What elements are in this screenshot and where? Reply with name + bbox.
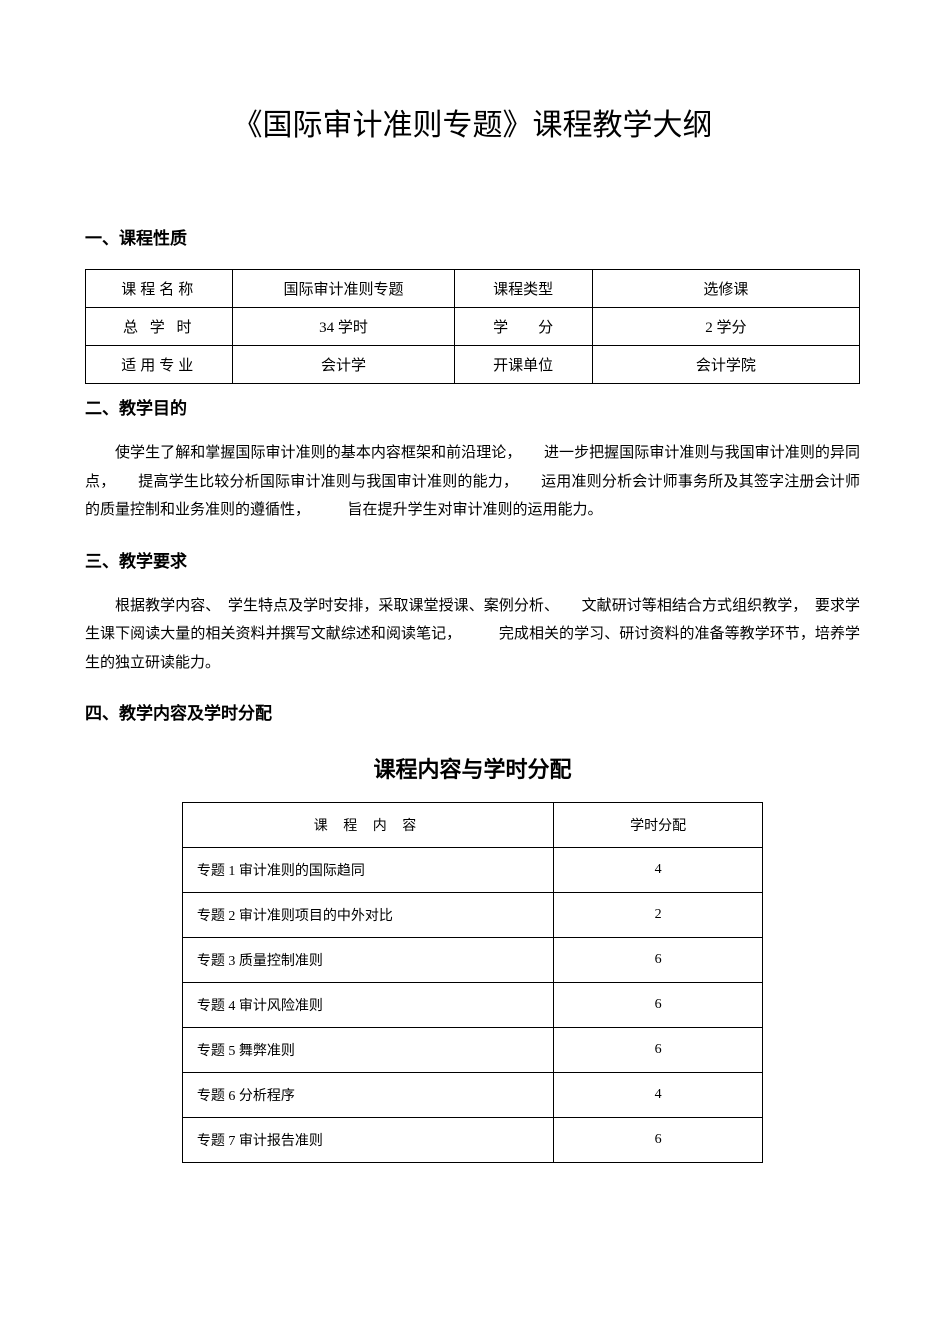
table-row: 专题 5 舞弊准则 6 [182, 1028, 762, 1073]
hours-cell: 4 [554, 1073, 763, 1118]
section2-heading: 二、教学目的 [85, 394, 860, 419]
section4-heading: 四、教学内容及学时分配 [85, 699, 860, 724]
hours-cell: 6 [554, 938, 763, 983]
label-total-hours: 总 学 时 [86, 308, 233, 346]
label-course-name: 课程名称 [86, 270, 233, 308]
value-course-type: 选修课 [592, 270, 859, 308]
course-info-table: 课程名称 国际审计准则专题 课程类型 选修课 总 学 时 34 学时 学 分 2… [85, 269, 860, 384]
table-row: 专题 6 分析程序 4 [182, 1073, 762, 1118]
topic-cell: 专题 3 质量控制准则 [182, 938, 553, 983]
label-major: 适用专业 [86, 346, 233, 384]
topic-cell: 专题 7 审计报告准则 [182, 1118, 553, 1163]
hours-cell: 6 [554, 1028, 763, 1073]
label-department: 开课单位 [454, 346, 592, 384]
hours-cell: 2 [554, 893, 763, 938]
table-row: 专题 1 审计准则的国际趋同 4 [182, 848, 762, 893]
hours-cell: 6 [554, 983, 763, 1028]
table-row: 专题 2 审计准则项目的中外对比 2 [182, 893, 762, 938]
value-department: 会计学院 [592, 346, 859, 384]
schedule-table: 课 程 内 容 学时分配 专题 1 审计准则的国际趋同 4 专题 2 审计准则项… [182, 802, 763, 1163]
topic-cell: 专题 4 审计风险准则 [182, 983, 553, 1028]
table-row: 适用专业 会计学 开课单位 会计学院 [86, 346, 860, 384]
table-row: 专题 4 审计风险准则 6 [182, 983, 762, 1028]
value-credits: 2 学分 [592, 308, 859, 346]
section2-body: 使学生了解和掌握国际审计准则的基本内容框架和前沿理论， 进一步把握国际审计准则与… [85, 439, 860, 525]
value-major: 会计学 [233, 346, 454, 384]
topic-cell: 专题 2 审计准则项目的中外对比 [182, 893, 553, 938]
topic-cell: 专题 5 舞弊准则 [182, 1028, 553, 1073]
section1-heading: 一、课程性质 [85, 224, 860, 249]
section3-body: 根据教学内容、 学生特点及学时安排，采取课堂授课、案例分析、 文献研讨等相结合方… [85, 592, 860, 678]
header-hours: 学时分配 [554, 803, 763, 848]
table-row: 专题 3 质量控制准则 6 [182, 938, 762, 983]
document-title: 《国际审计准则专题》课程教学大纲 [85, 100, 860, 144]
schedule-subtitle: 课程内容与学时分配 [85, 752, 860, 784]
hours-cell: 6 [554, 1118, 763, 1163]
table-row: 总 学 时 34 学时 学 分 2 学分 [86, 308, 860, 346]
topic-cell: 专题 1 审计准则的国际趋同 [182, 848, 553, 893]
header-content: 课 程 内 容 [182, 803, 553, 848]
hours-cell: 4 [554, 848, 763, 893]
section3-heading: 三、教学要求 [85, 547, 860, 572]
value-course-name: 国际审计准则专题 [233, 270, 454, 308]
topic-cell: 专题 6 分析程序 [182, 1073, 553, 1118]
table-row: 专题 7 审计报告准则 6 [182, 1118, 762, 1163]
table-row: 课程名称 国际审计准则专题 课程类型 选修课 [86, 270, 860, 308]
table-header-row: 课 程 内 容 学时分配 [182, 803, 762, 848]
label-course-type: 课程类型 [454, 270, 592, 308]
label-credits: 学 分 [454, 308, 592, 346]
value-total-hours: 34 学时 [233, 308, 454, 346]
